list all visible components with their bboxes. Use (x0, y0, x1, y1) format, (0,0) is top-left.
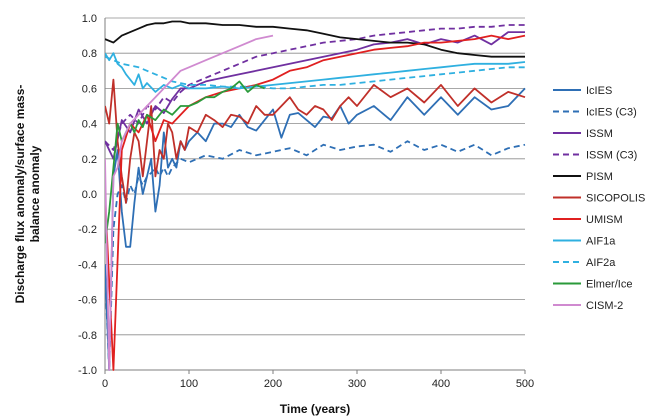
y-axis-title: Discharge flux anomaly/surface mass- bal… (13, 85, 42, 304)
y-tick-label: -0.6 (78, 295, 97, 307)
legend-label: Elmer/Ice (586, 279, 632, 291)
series-line-aif2a (105, 55, 525, 90)
series-line-cism-2 (105, 34, 274, 371)
y-tick-label: 0.8 (82, 48, 97, 60)
y-axis-title-line-1: Discharge flux anomaly/surface mass- (13, 85, 27, 304)
legend-label: AIF2a (586, 257, 616, 269)
x-tick-label: 300 (348, 378, 366, 390)
y-tick-label: 1.0 (82, 13, 97, 25)
x-axis-ticks: 0 100 200 300 400 500 (102, 370, 534, 390)
series-line-sicopolis (105, 78, 526, 204)
x-tick-label: 200 (264, 378, 282, 390)
x-tick-label: 100 (180, 378, 198, 390)
y-tick-label: 0.2 (82, 154, 97, 166)
x-tick-label: 0 (102, 378, 108, 390)
legend-label: SICOPOLIS (586, 193, 645, 205)
y-tick-label: -0.4 (78, 259, 97, 271)
y-tick-label: -0.8 (78, 330, 97, 342)
y-tick-label: 0.6 (82, 83, 97, 95)
legend-label: UMISM (586, 214, 623, 226)
y-axis-title-line-2: balance anomaly (28, 145, 42, 242)
legend-label: CISM-2 (586, 300, 623, 312)
x-tick-label: 400 (432, 378, 450, 390)
legend-label: ISSM (C3) (586, 150, 637, 162)
y-tick-label: 0.4 (82, 119, 97, 131)
x-axis-title: Time (years) (280, 402, 350, 416)
series-line-icies-c3- (105, 140, 526, 371)
series-line-pism (105, 20, 525, 58)
y-axis-ticks: 1.0 0.8 0.6 0.4 0.2 0.0 -0.2 -0.4 -0.6 -0.8 -1.0 (78, 13, 97, 377)
legend-label: PISM (586, 171, 613, 183)
legend-label: ISSM (586, 128, 613, 140)
legend-label: AIF1a (586, 236, 616, 248)
legend-label: IcIES (C3) (586, 107, 637, 119)
legend: IcIES IcIES (C3) ISSM ISSM (C3) PISM SICOPOLI… (553, 85, 645, 312)
legend-label: IcIES (586, 85, 612, 97)
y-tick-label: -0.2 (78, 224, 97, 236)
y-tick-label: 0.0 (82, 189, 97, 201)
x-tick-label: 500 (516, 378, 534, 390)
y-tick-label: -1.0 (78, 365, 97, 377)
series-line-icies (105, 87, 526, 371)
series-lines (105, 20, 526, 371)
